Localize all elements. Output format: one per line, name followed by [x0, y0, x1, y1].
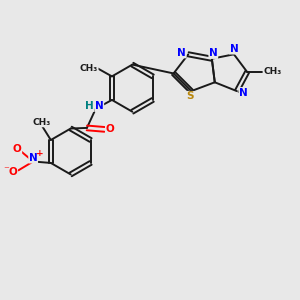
Text: N: N — [239, 88, 248, 98]
Text: O: O — [106, 124, 114, 134]
Text: N: N — [29, 153, 38, 163]
Text: ⁻: ⁻ — [3, 165, 9, 175]
Text: N: N — [209, 48, 218, 59]
Text: CH₃: CH₃ — [263, 68, 281, 76]
Text: N: N — [177, 48, 186, 58]
Text: H: H — [85, 101, 94, 111]
Text: N: N — [230, 44, 238, 54]
Text: CH₃: CH₃ — [80, 64, 98, 73]
Text: S: S — [186, 92, 194, 101]
Text: N: N — [95, 101, 103, 111]
Text: O: O — [13, 144, 22, 154]
Text: O: O — [9, 167, 17, 177]
Text: CH₃: CH₃ — [33, 118, 51, 127]
Text: +: + — [36, 149, 43, 158]
